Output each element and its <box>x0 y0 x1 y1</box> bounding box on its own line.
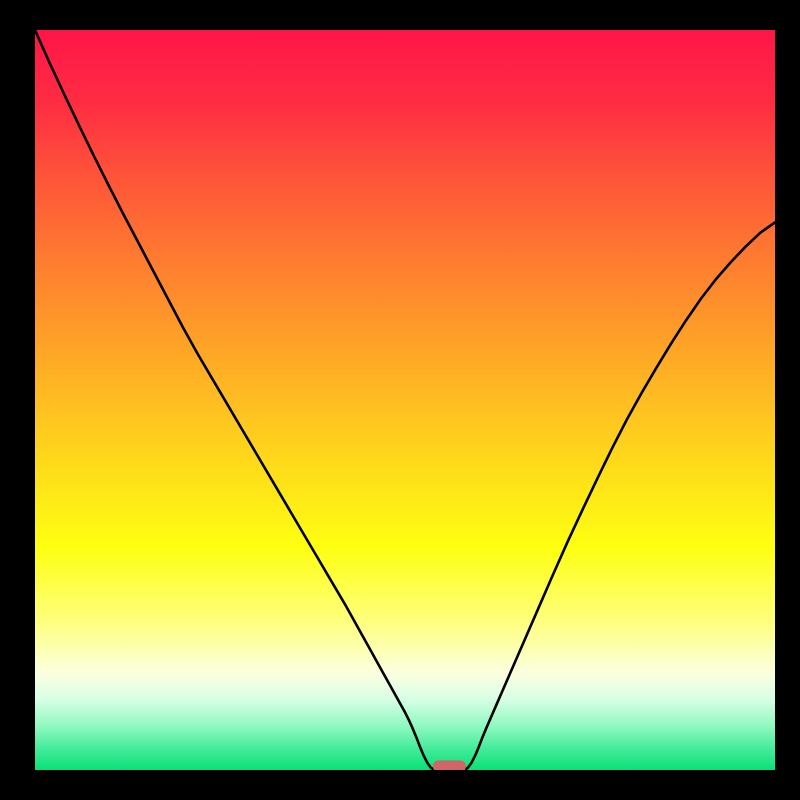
bottleneck-figure: TheBottleneck.com <box>0 0 800 800</box>
optimum-marker <box>433 760 466 770</box>
chart-svg <box>35 30 775 770</box>
watermark-text: TheBottleneck.com <box>605 4 788 29</box>
plot-area <box>35 30 775 770</box>
chart-background <box>35 30 775 770</box>
